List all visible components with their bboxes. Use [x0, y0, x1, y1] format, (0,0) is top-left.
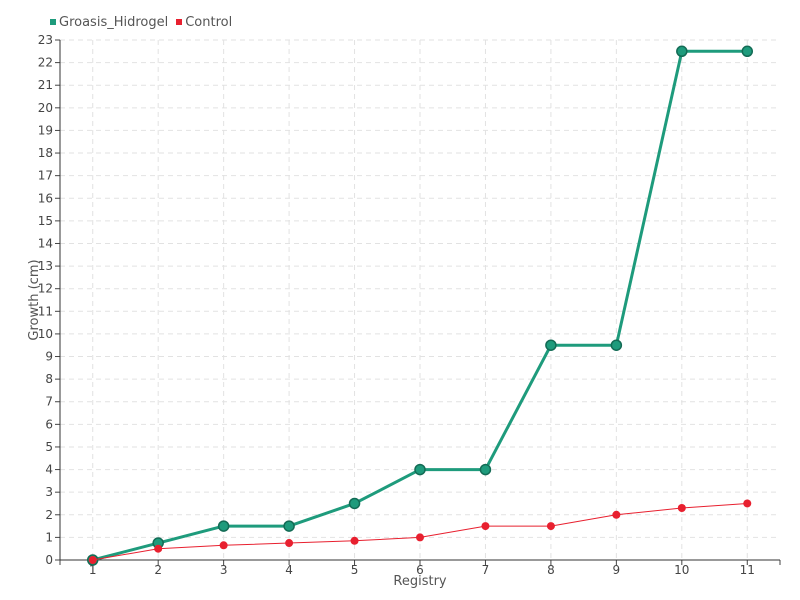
y-tick-label: 23	[38, 33, 53, 47]
y-tick-label: 20	[38, 101, 53, 115]
data-point-control	[219, 541, 228, 550]
data-point-groasis-hidrogel	[414, 463, 426, 476]
y-tick-label: 17	[38, 169, 53, 183]
x-tick-label: 3	[220, 563, 228, 577]
x-tick-label: 11	[740, 563, 755, 577]
y-tick-label: 22	[38, 56, 53, 70]
y-tick-label: 18	[38, 146, 53, 160]
legend-label-groasis-hidrogel: Groasis_Hidrogel	[59, 14, 169, 30]
y-tick-label: 21	[38, 78, 53, 92]
y-tick-label: 10	[38, 327, 53, 341]
data-point-groasis-hidrogel	[479, 463, 492, 476]
legend-label-control: Control	[185, 14, 233, 30]
y-tick-label: 5	[45, 440, 53, 454]
x-tick-label: 9	[613, 563, 621, 577]
y-axis-title: Growth (cm)	[27, 259, 42, 340]
data-point-control	[154, 544, 163, 553]
data-point-groasis-hidrogel	[283, 520, 295, 532]
legend-swatch-control	[176, 19, 183, 25]
x-tick-label: 5	[351, 563, 359, 577]
data-point-groasis-hidrogel	[610, 339, 623, 351]
y-tick-label: 11	[38, 304, 53, 318]
data-point-control	[481, 522, 490, 531]
data-point-control	[350, 536, 359, 545]
data-point-control	[285, 539, 294, 548]
x-tick-label: 4	[285, 563, 293, 577]
y-tick-label: 4	[45, 463, 53, 477]
x-tick-label: 7	[482, 563, 490, 577]
legend-item-groasis-hidrogel[interactable]: Groasis_Hidrogel	[50, 15, 168, 30]
y-tick-label: 9	[45, 350, 53, 364]
data-point-control	[677, 504, 686, 512]
x-tick-label: 10	[674, 563, 689, 577]
data-point-groasis-hidrogel	[676, 45, 688, 58]
data-point-control	[416, 533, 424, 542]
legend-swatch-groasis-hidrogel	[50, 19, 56, 25]
data-point-control	[612, 510, 621, 519]
data-point-control	[743, 499, 752, 508]
y-tick-label: 0	[45, 553, 53, 567]
data-point-control	[88, 556, 97, 564]
y-tick-label: 12	[38, 282, 53, 296]
y-tick-label: 3	[45, 485, 53, 499]
legend-item-control[interactable]: Control	[176, 15, 232, 30]
y-tick-label: 6	[45, 417, 53, 431]
y-tick-label: 14	[38, 236, 53, 250]
x-tick-label: 1	[89, 563, 97, 577]
legend: Groasis_Hidrogel Control	[50, 12, 232, 32]
x-tick-label: 6	[416, 563, 424, 577]
x-tick-label: 2	[154, 563, 162, 577]
data-point-groasis-hidrogel	[217, 520, 230, 532]
y-tick-label: 15	[38, 214, 53, 228]
data-point-control	[546, 522, 555, 531]
grid	[60, 39, 780, 560]
y-tick-label: 7	[45, 395, 53, 409]
x-axis-title: Registry	[393, 574, 447, 589]
data-point-groasis-hidrogel	[545, 339, 557, 351]
y-tick-label: 16	[38, 191, 53, 205]
y-tick-label: 2	[45, 508, 53, 522]
y-tick-label: 8	[45, 372, 53, 386]
x-tick-label: 8	[547, 563, 555, 577]
y-tick-label: 13	[38, 259, 53, 273]
data-point-groasis-hidrogel	[348, 497, 361, 510]
data-point-groasis-hidrogel	[741, 45, 754, 58]
series-layer	[86, 45, 754, 566]
y-tick-label: 19	[38, 123, 53, 137]
y-tick-label: 1	[45, 530, 53, 544]
